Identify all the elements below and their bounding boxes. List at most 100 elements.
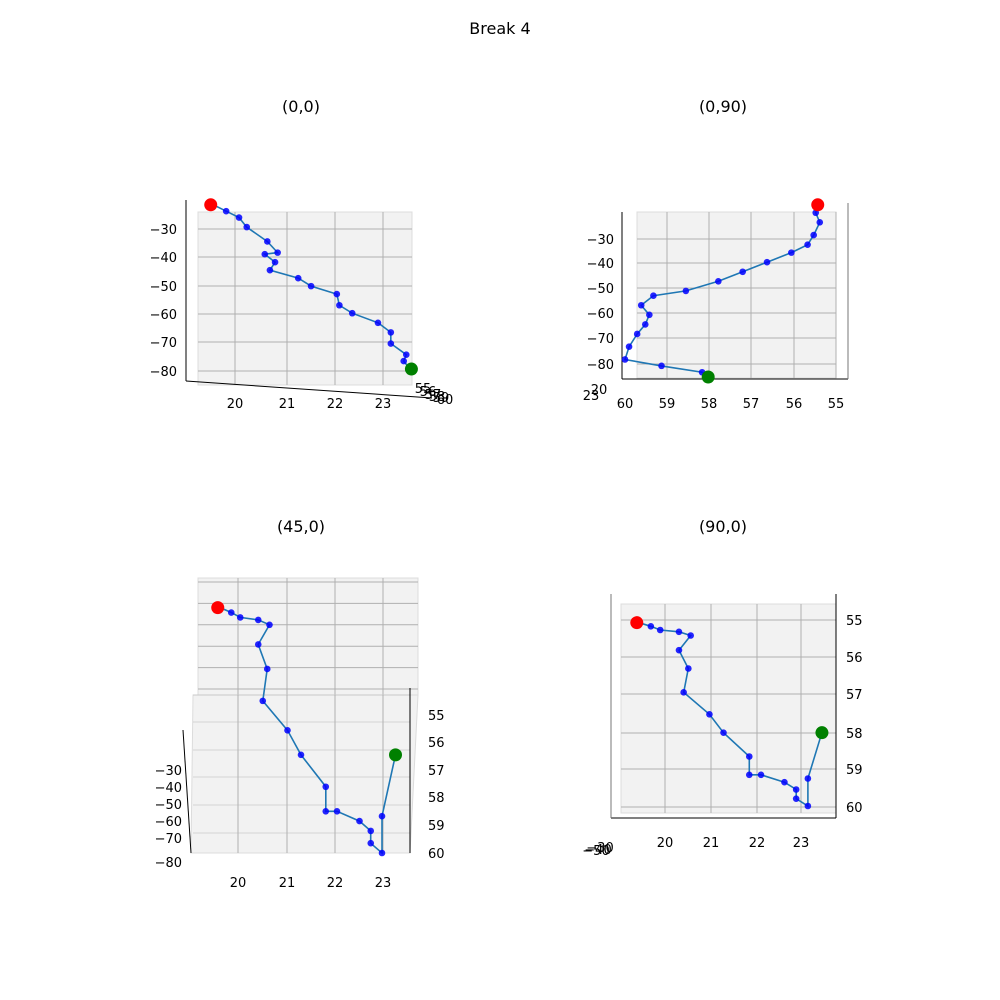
x-tick-label: 20 xyxy=(230,876,247,891)
y-tick-label: 60 xyxy=(428,847,445,862)
trajectory-point xyxy=(271,258,279,266)
subplot-title: (45,0) xyxy=(277,517,325,536)
trajectory-point xyxy=(322,807,330,815)
trajectory-point xyxy=(259,697,267,705)
y-tick-label: 60 xyxy=(846,801,863,816)
y-tick-label: 56 xyxy=(428,736,445,751)
depth-tick-label: 55 xyxy=(415,382,432,397)
trajectory-point xyxy=(720,729,727,736)
depth-tick-label: −40 xyxy=(584,843,611,858)
trajectory-point xyxy=(307,282,315,290)
trajectory-point xyxy=(243,223,251,231)
trajectory-point xyxy=(387,340,395,347)
y-tick-label: 56 xyxy=(846,651,863,666)
trajectory-point xyxy=(374,319,382,327)
subplot-45-0: (45,0) 20 21 22 23 55 56 57 58 59 60 −30 −40 −50 −60 −… xyxy=(155,517,445,891)
floor-pane xyxy=(190,694,419,854)
y-tick-label: 59 xyxy=(428,819,445,834)
trajectory-point xyxy=(804,775,812,782)
figure-title: Break 4 xyxy=(469,19,530,38)
subplot-title: (0,0) xyxy=(282,97,320,116)
x-tick-label: 58 xyxy=(701,397,718,412)
trajectory-point xyxy=(322,783,330,791)
x-tick-label: 21 xyxy=(279,397,296,412)
depth-axis-line xyxy=(182,729,192,854)
depth-tick-label: −50 xyxy=(155,798,182,813)
depth-tick-label: 20 xyxy=(591,383,608,398)
y-tick-label: 55 xyxy=(846,614,863,629)
trajectory-point xyxy=(687,632,694,639)
trajectory-point xyxy=(222,207,230,215)
x-axis-line xyxy=(185,380,433,399)
trajectory-point xyxy=(402,351,410,358)
trajectory-point xyxy=(675,628,683,636)
trajectory-point xyxy=(266,266,274,274)
trajectory-point xyxy=(745,771,753,779)
trajectory-point xyxy=(400,357,407,365)
trajectory-point xyxy=(656,626,664,634)
trajectory-point xyxy=(333,290,341,298)
trajectory-point xyxy=(715,278,722,285)
trajectory-point xyxy=(646,311,653,319)
x-tick-label: 21 xyxy=(279,876,296,891)
trajectory-point xyxy=(745,753,753,760)
x-tick-label: 23 xyxy=(793,836,810,851)
trajectory-point xyxy=(680,689,687,696)
trajectory-point xyxy=(675,646,683,654)
y-tick-label: −70 xyxy=(150,336,177,351)
trajectory-point xyxy=(261,250,269,258)
x-tick-label: 56 xyxy=(786,397,803,412)
end-marker xyxy=(389,748,402,762)
trajectory-point xyxy=(378,849,386,857)
y-tick-label: −40 xyxy=(150,251,177,266)
y-tick-label: 57 xyxy=(846,688,863,703)
x-tick-label: 57 xyxy=(743,397,760,412)
depth-tick-label: −70 xyxy=(155,832,182,847)
y-tick-label: −70 xyxy=(587,332,614,347)
trajectory-point xyxy=(254,641,262,648)
trajectory-point xyxy=(254,616,262,624)
y-tick-label: −80 xyxy=(150,365,177,380)
y-tick-label: −50 xyxy=(587,282,614,297)
trajectory-point xyxy=(650,292,657,299)
x-tick-label: 23 xyxy=(375,876,392,891)
start-marker xyxy=(211,601,225,615)
y-tick-label: 57 xyxy=(428,764,445,779)
trajectory-point xyxy=(625,343,633,351)
trajectory-point xyxy=(706,711,713,718)
depth-tick-label: −30 xyxy=(155,764,182,779)
trajectory-point xyxy=(236,614,244,621)
trajectory-point xyxy=(641,321,649,328)
trajectory-point xyxy=(682,287,690,295)
trajectory-point xyxy=(788,249,795,256)
x-tick-label: 55 xyxy=(828,397,845,412)
trajectory-point xyxy=(263,665,271,673)
trajectory-point xyxy=(792,795,800,802)
trajectory-point xyxy=(658,362,665,370)
plot-pane xyxy=(620,603,837,814)
trajectory-point xyxy=(367,827,375,835)
depth-tick-label: −60 xyxy=(155,815,182,830)
y-tick-label: −30 xyxy=(150,223,177,238)
depth-tick-label: −50 xyxy=(582,844,609,859)
trajectory-point xyxy=(757,771,765,779)
trajectory-point xyxy=(284,727,291,734)
plot-pane xyxy=(197,211,413,386)
depth-tick-label: −40 xyxy=(155,781,182,796)
trajectory-point xyxy=(637,301,645,309)
y-tick-label: −40 xyxy=(587,257,614,272)
x-tick-label: 22 xyxy=(327,876,344,891)
trajectory-point xyxy=(274,249,281,256)
trajectory-line xyxy=(210,204,412,370)
trajectory-point xyxy=(336,301,343,309)
trajectory-point xyxy=(348,309,356,317)
depth-tick-label: 59 xyxy=(433,391,450,406)
y-tick-label: −30 xyxy=(587,233,614,248)
subplot-90-0: (90,0) 20 21 22 23 55 56 57 58 59 60 −30−40−50 xyxy=(582,517,862,859)
trajectory-point xyxy=(647,623,655,630)
subplot-title: (0,90) xyxy=(699,97,747,116)
x-tick-label: 20 xyxy=(227,397,244,412)
trajectory-point xyxy=(235,214,243,221)
y-tick-label: −60 xyxy=(150,308,177,323)
